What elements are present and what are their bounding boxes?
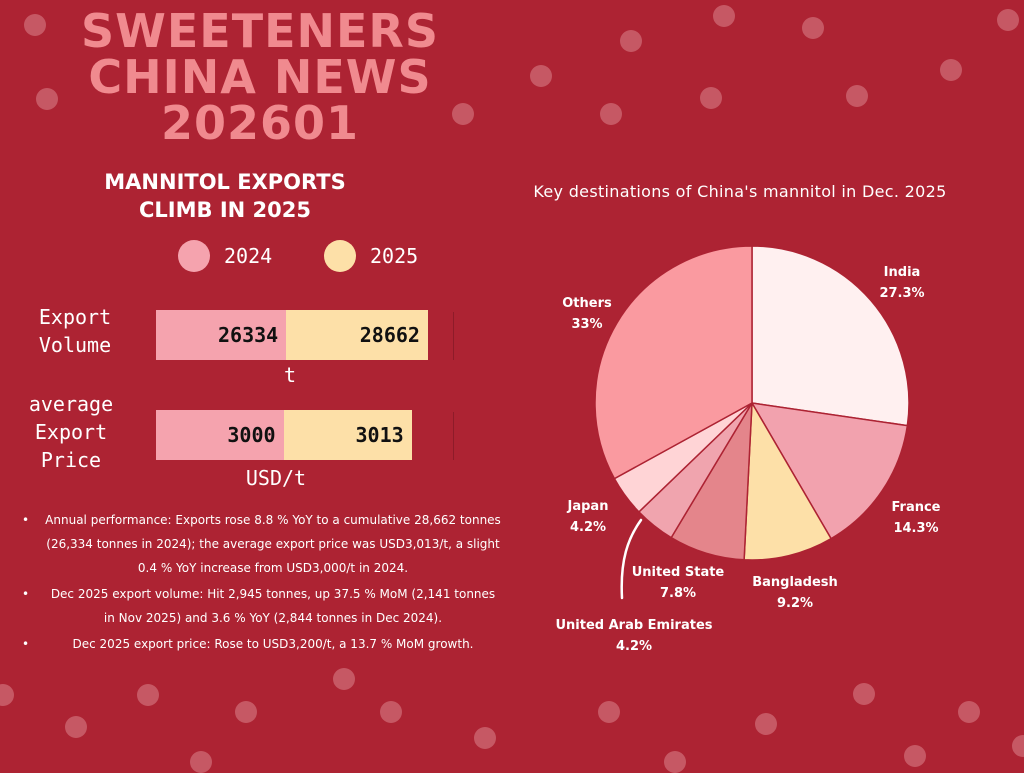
background-dot (846, 85, 868, 107)
background-dot (853, 683, 875, 705)
section-title-line: CLIMB IN 2025 (139, 198, 311, 222)
pie-slice-others (594, 245, 753, 480)
background-dot (600, 103, 622, 125)
background-dot (713, 5, 735, 27)
background-dot (802, 17, 824, 39)
pie-slice-label: United State (632, 565, 725, 580)
pie-slice-percent: 4.2% (616, 639, 652, 654)
bar-2025: 3013 (283, 410, 412, 460)
bar-track-end (453, 412, 454, 460)
bullet-text: Dec 2025 export price: Rose to USD3,200/… (72, 637, 474, 651)
pie-slice-percent: 9.2% (777, 596, 813, 611)
summary-bullets: • Annual performance: Exports rose 8.8 %… (22, 508, 502, 656)
section-title: MANNITOL EXPORTS CLIMB IN 2025 (60, 168, 390, 224)
background-dot (700, 87, 722, 109)
bullet-item: • Dec 2025 export volume: Hit 2,945 tonn… (22, 582, 502, 630)
legend-swatch-2025 (324, 240, 356, 272)
export-volume-bar-track: 26334 28662 (156, 310, 454, 360)
pie-slice-label: France (891, 500, 940, 515)
bullet-item: • Annual performance: Exports rose 8.8 %… (22, 508, 502, 580)
bullet-item: • Dec 2025 export price: Rose to USD3,20… (22, 632, 502, 656)
bar-2025: 28662 (286, 310, 428, 360)
background-dot (137, 684, 159, 706)
background-dot (65, 716, 87, 738)
legend-label-2025: 2025 (370, 244, 419, 268)
background-dot (24, 14, 46, 36)
pie-slice-label: Japan (567, 499, 609, 514)
bar-track-end (453, 312, 454, 360)
background-dot (598, 701, 620, 723)
bar-2024: 26334 (156, 310, 287, 360)
export-volume-unit: t (283, 363, 297, 387)
background-dot (997, 9, 1019, 31)
pie-slice-percent: 27.3% (879, 286, 924, 301)
leader-line (620, 518, 643, 600)
background-dot (1012, 735, 1024, 757)
export-volume-label: Export Volume (0, 303, 150, 359)
bar-value-label: 26334 (218, 323, 279, 347)
bullet-marker: • (22, 587, 30, 601)
background-dot (36, 88, 58, 110)
background-dot (0, 684, 14, 706)
pie-slice-percent: 7.8% (660, 586, 696, 601)
background-dot (904, 745, 926, 767)
bar-2024: 3000 (156, 410, 284, 460)
legend-swatch-2024 (178, 240, 210, 272)
pie-slice-percent: 33% (571, 317, 602, 332)
row-label-line: Volume (38, 333, 112, 357)
background-dot (755, 713, 777, 735)
export-price-bar-track: 3000 3013 (156, 410, 454, 460)
page-title-line: CHINA NEWS (88, 50, 432, 104)
bar-value-label: 3013 (355, 423, 404, 447)
background-dot (530, 65, 552, 87)
pie-slice-bangladesh (743, 400, 833, 561)
pie-slice-france (750, 402, 909, 540)
page-title: SWEETENERS CHINA NEWS 202601 (40, 8, 480, 146)
export-price-unit: USD/t (245, 466, 307, 490)
bar-value-label: 3000 (227, 423, 276, 447)
page-title-line: 202601 (160, 96, 360, 150)
pie-slice-percent: 4.2% (570, 520, 606, 535)
bullet-marker: • (22, 637, 30, 651)
row-label-line: Export (38, 305, 112, 329)
row-label-line: Price (40, 448, 102, 472)
bullet-text: Dec 2025 export volume: Hit 2,945 tonnes… (50, 587, 496, 625)
legend-label-2024: 2024 (224, 244, 273, 268)
pie-slice-label: Others (562, 296, 612, 311)
row-label-line: Export (34, 420, 108, 444)
bullet-text: Annual performance: Exports rose 8.8 % Y… (45, 513, 501, 575)
legend-item-2025: 2025 (324, 240, 418, 272)
background-dot (620, 30, 642, 52)
background-dot (452, 103, 474, 125)
pie-slice-label: India (884, 265, 921, 280)
section-title-line: MANNITOL EXPORTS (104, 170, 346, 194)
bullet-marker: • (22, 513, 30, 527)
background-dot (940, 59, 962, 81)
background-dot (235, 701, 257, 723)
export-price-label: average Export Price (0, 390, 146, 474)
pie-slice-label: Bangladesh (752, 575, 838, 590)
pie-slice-percent: 14.3% (893, 521, 938, 536)
background-dot (380, 701, 402, 723)
legend-item-2024: 2024 (178, 240, 272, 272)
pie-slice-label: United Arab Emirates (555, 618, 712, 633)
pie-chart-title: Key destinations of China's mannitol in … (533, 182, 947, 201)
background-dot (333, 668, 355, 690)
pie-slice-india (751, 245, 910, 427)
page-title-line: SWEETENERS (81, 4, 439, 58)
bar-value-label: 28662 (359, 323, 420, 347)
row-label-line: average (28, 392, 114, 416)
background-dot (474, 727, 496, 749)
background-dot (958, 701, 980, 723)
